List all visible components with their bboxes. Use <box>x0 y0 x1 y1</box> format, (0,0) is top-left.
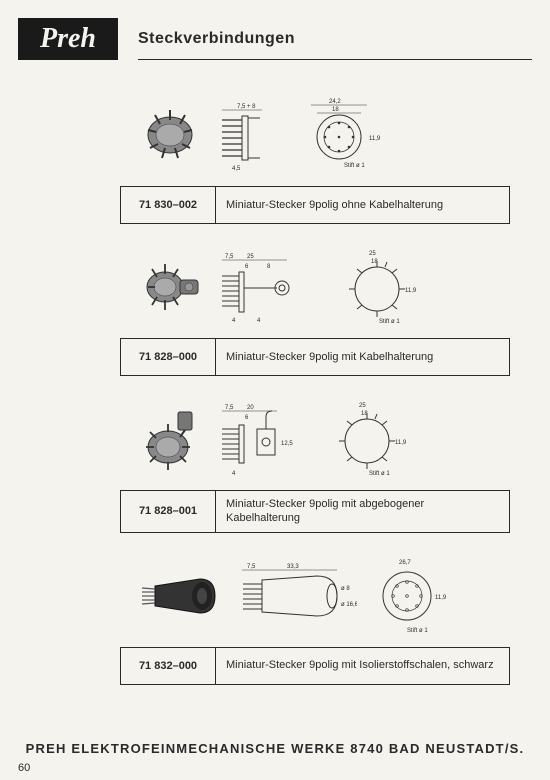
part-number: 71 830–002 <box>121 187 216 223</box>
side-drawing-icon: 7,5 33,3 ø 8 ø 16,6 <box>237 558 357 633</box>
product-description: Miniatur-Stecker 9polig mit Isolierstoff… <box>216 648 509 684</box>
connector-photo-icon <box>140 100 200 170</box>
front-drawing-icon: 25 18 11,9 Stift ø 1 <box>339 247 419 327</box>
part-number: 71 828–001 <box>121 491 216 532</box>
dim-label: 11,9 <box>369 136 381 142</box>
product-block: 7,5 33,3 ø 8 ø 16,6 26,7 <box>60 551 510 685</box>
dim-label: 11,9 <box>435 595 447 601</box>
product-block: 7,5 20 6 12,5 4 25 18 <box>60 394 510 533</box>
dim-label: 26,7 <box>399 560 411 566</box>
connector-photo-icon <box>140 402 205 477</box>
dim-label: 8 <box>267 264 271 270</box>
dim-label: Stift ø 1 <box>379 319 400 325</box>
product-description: Miniatur-Stecker 9polig mit abgebogener … <box>216 491 509 532</box>
connector-photo-icon <box>140 561 225 631</box>
dim-label: Stift ø 1 <box>344 163 365 169</box>
page-footer: PREH ELEKTROFEINMECHANISCHE WERKE 8740 B… <box>0 741 550 756</box>
page-header: Preh Steckverbindungen <box>0 0 550 60</box>
dim-label: 18 <box>332 107 339 113</box>
product-description: Miniatur-Stecker 9polig mit Kabelhalteru… <box>216 339 509 375</box>
front-drawing-icon: 24,2 18 11,9 Stift ø 1 <box>299 95 384 175</box>
product-block: 7,5 25 6 8 4 4 25 18 <box>60 242 510 376</box>
product-list: 7,5 + 8 4,5 24,2 18 <box>0 60 550 685</box>
dim-label: 4 <box>232 471 236 477</box>
side-drawing-icon: 7,5 20 6 12,5 4 <box>217 399 317 479</box>
front-drawing-icon: 25 18 11,9 Stift ø 1 <box>329 399 409 479</box>
connector-photo-icon <box>140 252 205 322</box>
dim-label: 7,5 <box>247 564 256 570</box>
dim-label: 6 <box>245 264 249 270</box>
dim-label: 25 <box>247 254 254 260</box>
header-divider <box>138 59 532 60</box>
dim-label: 33,3 <box>287 564 299 570</box>
dim-label: 12,5 <box>281 441 293 447</box>
info-row: 71 828–000 Miniatur-Stecker 9polig mit K… <box>120 338 510 376</box>
page-number: 60 <box>18 762 30 774</box>
dim-label: 7,5 <box>225 254 234 260</box>
info-row: 71 832–000 Miniatur-Stecker 9polig mit I… <box>120 647 510 685</box>
dim-label: 6 <box>245 415 249 421</box>
diagram-row: 7,5 + 8 4,5 24,2 18 <box>60 90 510 180</box>
info-row: 71 828–001 Miniatur-Stecker 9polig mit a… <box>120 490 510 533</box>
dim-label: Stift ø 1 <box>407 628 428 634</box>
dim-label: 7,5 + 8 <box>237 104 256 110</box>
side-drawing-icon: 7,5 25 6 8 4 4 <box>217 248 327 326</box>
diagram-row: 7,5 20 6 12,5 4 25 18 <box>60 394 510 484</box>
brand-name: Preh <box>40 23 96 55</box>
dim-label: ø 16,6 <box>341 602 357 608</box>
dim-label: 25 <box>359 403 366 409</box>
part-number: 71 832–000 <box>121 648 216 684</box>
side-drawing-icon: 7,5 + 8 4,5 <box>212 98 287 173</box>
dim-label: 4 <box>232 318 236 324</box>
info-row: 71 830–002 Miniatur-Stecker 9polig ohne … <box>120 186 510 224</box>
front-drawing-icon: 26,7 11,9 Stift ø 1 <box>369 556 449 636</box>
dim-label: 11,9 <box>405 288 417 294</box>
dim-label: 25 <box>369 251 376 257</box>
page-title: Steckverbindungen <box>138 30 295 48</box>
part-number: 71 828–000 <box>121 339 216 375</box>
dim-label: 4 <box>257 318 261 324</box>
dim-label: Stift ø 1 <box>369 471 390 477</box>
brand-logo: Preh <box>18 18 118 60</box>
dim-label: ø 8 <box>341 586 350 592</box>
dim-label: 7,5 <box>225 405 234 411</box>
dim-label: 4,5 <box>232 166 241 172</box>
dim-label: 24,2 <box>329 99 341 105</box>
dim-label: 11,9 <box>395 440 407 446</box>
diagram-row: 7,5 25 6 8 4 4 25 18 <box>60 242 510 332</box>
dim-label: 20 <box>247 405 254 411</box>
product-block: 7,5 + 8 4,5 24,2 18 <box>60 90 510 224</box>
diagram-row: 7,5 33,3 ø 8 ø 16,6 26,7 <box>60 551 510 641</box>
product-description: Miniatur-Stecker 9polig ohne Kabelhalter… <box>216 187 509 223</box>
